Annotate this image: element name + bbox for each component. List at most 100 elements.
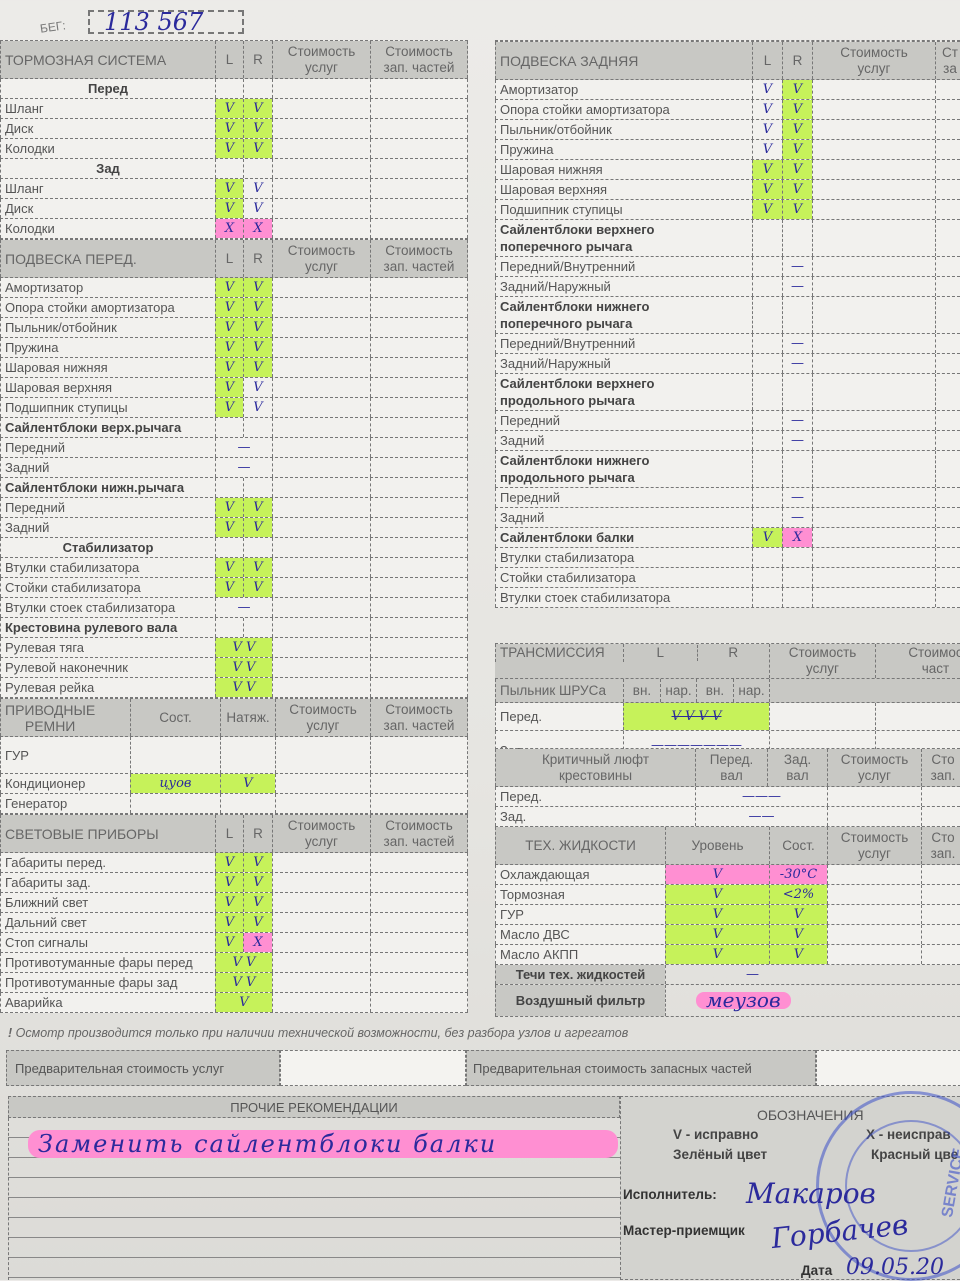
cost-parts-cell [370, 518, 468, 537]
left-mark [215, 538, 243, 557]
row-label: Втулки стабилизатора [0, 558, 215, 577]
cost-services-cell [272, 298, 370, 317]
right-mark [243, 538, 272, 557]
table-row: Передний — [495, 488, 960, 508]
note-text: Осмотр производится только при наличии т… [15, 1026, 629, 1040]
section-table: ПОДВЕСКА ПЕРЕД. L R Стоимость услуг Стоимост… [0, 239, 468, 698]
crosspiece-rear-mark: —— [695, 807, 827, 826]
column-header: R [243, 41, 272, 78]
right-mark: — [782, 431, 812, 450]
row-label: Втулки стоек стабилизатора [495, 588, 752, 607]
cost-services-cell [827, 945, 921, 964]
cost-parts-cell [370, 99, 468, 118]
table-row: Кондиционер цуов V [0, 774, 468, 794]
table-row: Противотуманные фары перед V V [0, 953, 468, 973]
cost-parts-cell [370, 638, 468, 657]
left-mark [215, 79, 243, 98]
cost-parts-cell [935, 528, 960, 547]
warning-icon: ! [8, 1026, 13, 1040]
leaks-row: Течи тех. жидкостей — [495, 965, 960, 985]
master-label: Мастер-приемщик [623, 1223, 745, 1238]
cost-parts-cell [370, 219, 468, 238]
cost-services-cell [272, 953, 370, 972]
lr-mark: V V [215, 658, 272, 677]
table-row: Сайлентблоки верхнего поперечного рычага [495, 220, 960, 257]
executor-label: Исполнитель: [623, 1187, 717, 1202]
cost-parts-cell [935, 374, 960, 410]
column-header: L [215, 240, 243, 277]
left-mark: X [215, 219, 243, 238]
right-mark: V [782, 100, 812, 119]
prelim-services-field[interactable] [280, 1050, 466, 1086]
row-label: Шаровая нижняя [495, 160, 752, 179]
table-row: Зад [0, 159, 468, 179]
section-header: ПОДВЕСКА ПЕРЕД. L R Стоимость услуг Стоимост… [0, 240, 468, 278]
left-mark: V [752, 200, 782, 219]
row-label: Колодки [0, 219, 215, 238]
row-label: Сайлентблоки верхнего поперечного рычага [495, 220, 752, 256]
state-mark: цуов [130, 774, 220, 793]
state-mark [130, 737, 220, 773]
right-mark: V [243, 298, 272, 317]
row-label: Передний [0, 498, 215, 517]
cost-services-cell [812, 508, 935, 527]
cost-parts-cell [370, 618, 468, 637]
row-label: Опора стойки амортизатора [495, 100, 752, 119]
left-mark [215, 159, 243, 178]
right-mark: V [243, 119, 272, 138]
fluids-title: ТЕХ. ЖИДКОСТИ [495, 827, 665, 864]
prelim-parts-text: Предварительная стоимость запасных часте… [473, 1061, 752, 1076]
column-header: Сост. [130, 699, 220, 736]
table-row: Стабилизатор [0, 538, 468, 558]
row-label: Габариты перед. [0, 853, 215, 872]
left-mark: V [215, 338, 243, 357]
legend-ok: V - исправно [673, 1127, 759, 1142]
cost-services-cell [272, 678, 370, 697]
right-mark: V [243, 338, 272, 357]
cost-services-cell [272, 79, 370, 98]
lr-mark: V V [215, 678, 272, 697]
prelim-parts-field[interactable] [816, 1050, 960, 1086]
left-mark [752, 508, 782, 527]
table-row: Сайлентблоки нижн.рычага [0, 478, 468, 498]
mileage-field[interactable]: 113 567 [88, 8, 244, 36]
row-label: Стойки стабилизатора [495, 568, 752, 587]
table-row: Пыльник/отбойник V V [495, 120, 960, 140]
column-header: Стоимость услуг [275, 699, 370, 736]
left-mark: V [215, 853, 243, 872]
right-mark: V [243, 358, 272, 377]
table-row: Стойки стабилизатора [495, 568, 960, 588]
left-mark [215, 618, 243, 637]
row-label: Пружина [495, 140, 752, 159]
row-label: Противотуманные фары зад [0, 973, 215, 992]
row-label: Амортизатор [0, 278, 215, 297]
right-mark: — [782, 334, 812, 353]
column-header: Стоимость зап. частей [370, 815, 468, 852]
cost-parts-cell [370, 598, 468, 617]
cost-services-cell [827, 925, 921, 944]
air-filter-value: меузов [665, 985, 960, 1016]
right-mark: X [243, 933, 272, 952]
left-mark: V [215, 893, 243, 912]
cost-services-cell [827, 885, 921, 904]
section-header: СВЕТОВЫЕ ПРИБОРЫ L R Стоимость услуг Стоимос… [0, 815, 468, 853]
leaks-label: Течи тех. жидкостей [495, 965, 665, 984]
cost-services-header: Стоимость услуг [827, 827, 921, 864]
lr-mark: — [215, 438, 272, 457]
cost-services-cell [812, 411, 935, 430]
cost-services-cell [812, 257, 935, 276]
table-row: Колодки X X [0, 219, 468, 239]
row-label: Шаровая верхняя [495, 180, 752, 199]
right-mark: V [243, 318, 272, 337]
table-row: Опора стойки амортизатора V V [0, 298, 468, 318]
column-header: Ст за [935, 42, 960, 79]
left-mark: V [215, 933, 243, 952]
row-label: Противотуманные фары перед [0, 953, 215, 972]
cost-parts-cell [935, 160, 960, 179]
row-label: Задний [0, 518, 215, 537]
row-label: Перед [0, 79, 215, 98]
cost-services-cell [272, 638, 370, 657]
left-mark [752, 451, 782, 487]
right-mark: V [243, 199, 272, 218]
column-header: Стоимость услуг [272, 815, 370, 852]
